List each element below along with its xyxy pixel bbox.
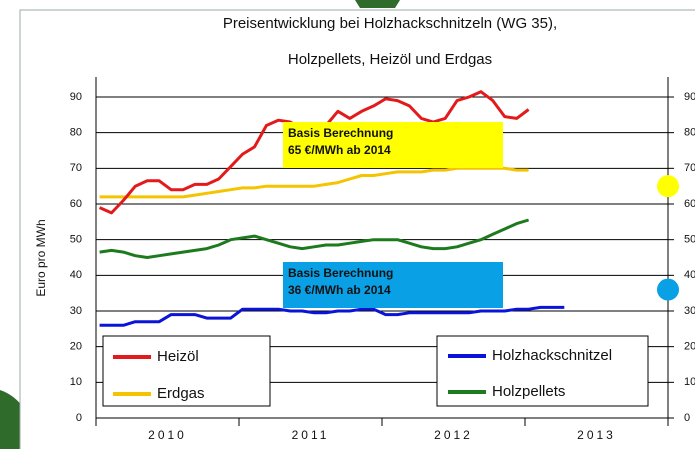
series-line — [99, 305, 565, 327]
decoration — [355, 0, 400, 8]
legend-box — [436, 335, 649, 407]
chart-subtitle: Holzpellets, Heizöl und Erdgas — [288, 51, 492, 68]
y-tick-label: 70 — [70, 162, 82, 174]
legend-label: Heizöl — [157, 348, 199, 365]
y2-tick-label: 30 — [684, 305, 695, 317]
x-tick-label: 2012 — [434, 428, 473, 442]
y2-tick-label: 10 — [684, 376, 695, 388]
annotation-text: Basis Berechnung — [288, 126, 393, 140]
x-tick-label: 2013 — [577, 428, 616, 442]
y2-tick-label: 60 — [684, 198, 695, 210]
annotation-box — [283, 122, 503, 168]
x-tick-label: 2011 — [292, 428, 330, 442]
y-tick-label: 80 — [70, 127, 82, 139]
series-line — [99, 166, 529, 199]
y-tick-label: 50 — [70, 234, 82, 246]
y2-tick-label: 50 — [684, 234, 695, 246]
base-marker — [657, 175, 679, 198]
annotation-box — [283, 262, 503, 308]
y-tick-label: 30 — [70, 305, 82, 317]
y-tick-label: 0 — [76, 412, 82, 424]
legend-label: Erdgas — [157, 385, 205, 402]
base-marker — [657, 278, 679, 301]
legend-label: Holzpellets — [492, 383, 565, 400]
y2-tick-label: 70 — [684, 162, 695, 174]
legend-label: Holzhackschnitzel — [492, 347, 612, 364]
chart-title: Preisentwicklung bei Holzhackschnitzeln … — [223, 15, 557, 32]
y-tick-label: 90 — [70, 91, 82, 103]
y-tick-label: 20 — [70, 341, 82, 353]
annotation-text: 65 €/MWh ab 2014 — [288, 143, 391, 157]
series-line — [99, 218, 530, 259]
y2-tick-label: 90 — [684, 91, 695, 103]
y2-tick-label: 80 — [684, 127, 695, 139]
y-tick-label: 40 — [70, 269, 82, 281]
y-tick-label: 60 — [70, 198, 82, 210]
x-tick-label: 2010 — [148, 428, 187, 442]
annotation-text: Basis Berechnung — [288, 266, 393, 280]
y-tick-label: 10 — [70, 376, 82, 388]
y2-tick-label: 40 — [684, 269, 695, 281]
y2-tick-label: 20 — [684, 341, 695, 353]
y-axis-label: Euro pro MWh — [34, 219, 48, 296]
annotation-text: 36 €/MWh ab 2014 — [288, 283, 391, 297]
y2-tick-label: 0 — [684, 412, 690, 424]
